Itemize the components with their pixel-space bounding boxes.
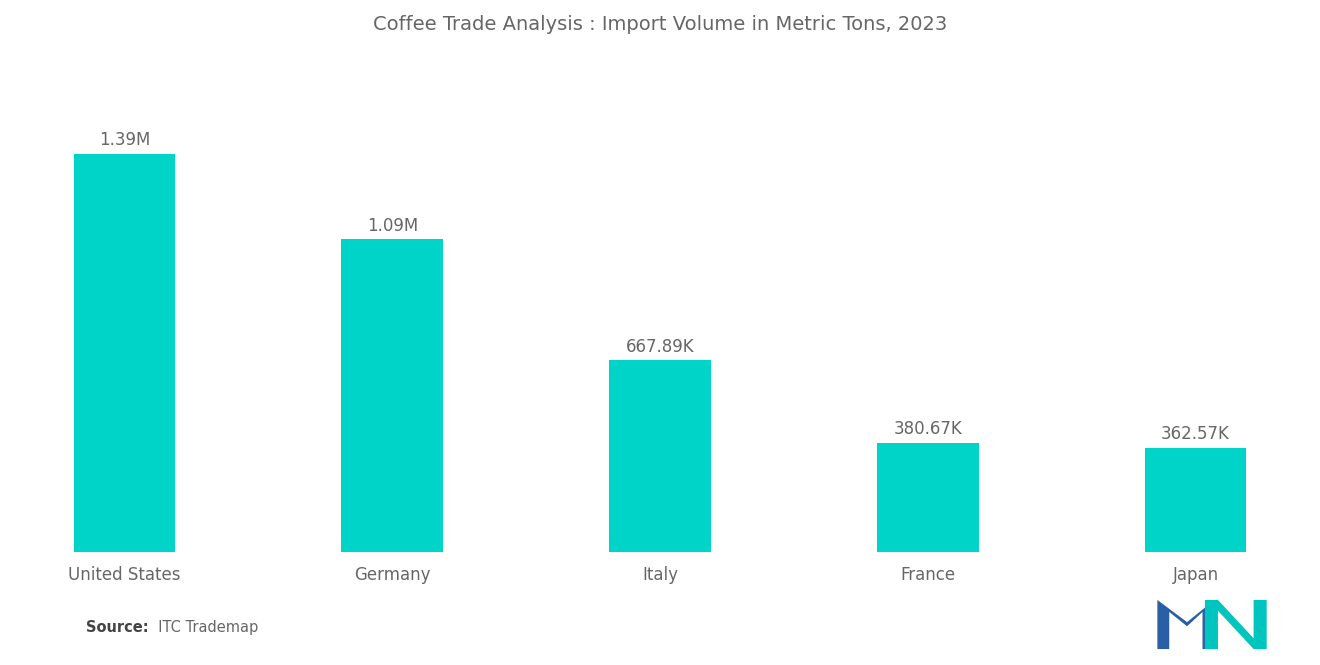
Polygon shape: [1158, 600, 1214, 649]
Bar: [1144, 448, 1246, 551]
Text: Source:: Source:: [86, 620, 148, 635]
Bar: [876, 443, 978, 551]
Title: Coffee Trade Analysis : Import Volume in Metric Tons, 2023: Coffee Trade Analysis : Import Volume in…: [372, 15, 948, 34]
Text: ITC Trademap: ITC Trademap: [149, 620, 259, 635]
Bar: [609, 360, 711, 551]
Text: 1.09M: 1.09M: [367, 217, 418, 235]
Text: 362.57K: 362.57K: [1162, 426, 1230, 444]
Text: 1.39M: 1.39M: [99, 131, 150, 149]
Text: 667.89K: 667.89K: [626, 338, 694, 356]
Bar: [342, 239, 444, 551]
Polygon shape: [1205, 600, 1267, 649]
Bar: [74, 154, 176, 551]
Text: 380.67K: 380.67K: [894, 420, 962, 438]
